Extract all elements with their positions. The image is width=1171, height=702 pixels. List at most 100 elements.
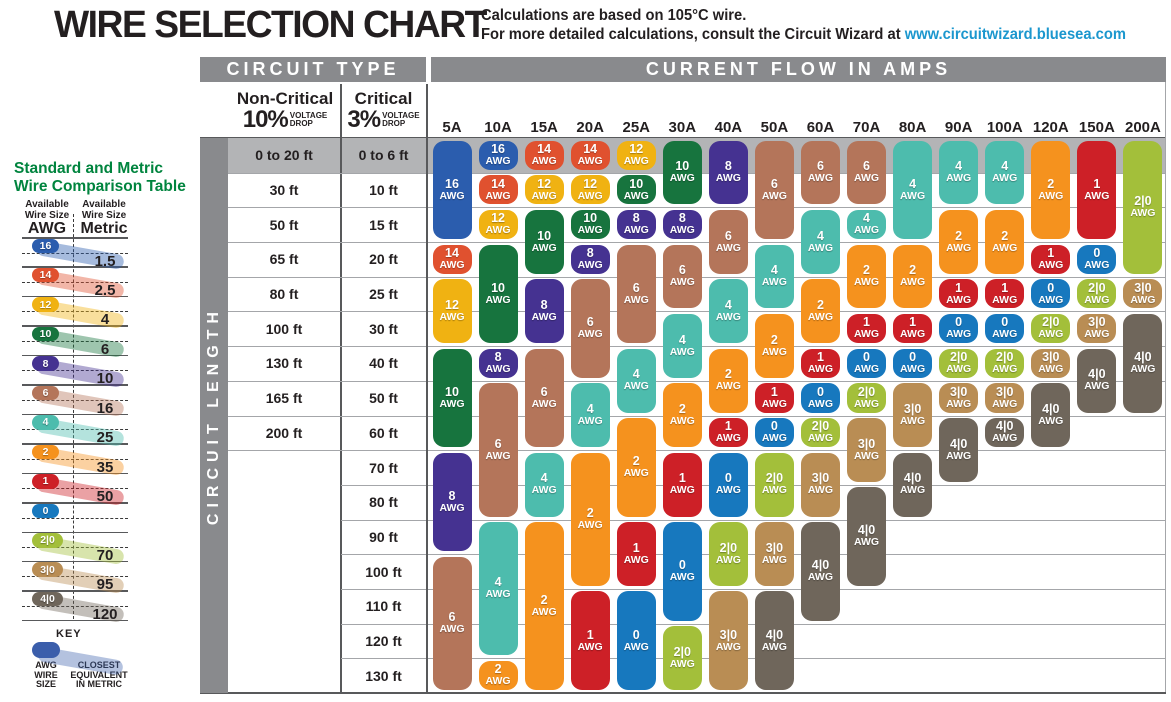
pill-awg-suffix: AWG bbox=[669, 657, 695, 670]
pill-gauge-value: 10 bbox=[583, 211, 598, 226]
pill-gauge-value: 4 bbox=[632, 367, 640, 382]
comparison-row-line bbox=[22, 266, 128, 268]
wire-pill-150A: 2|0 AWG bbox=[1077, 279, 1117, 309]
amp-column-label-120A: 120A bbox=[1032, 119, 1069, 136]
comparison-row-line bbox=[22, 472, 128, 475]
pill-awg-suffix: AWG bbox=[853, 172, 880, 185]
pill-awg-suffix: AWG bbox=[669, 484, 695, 497]
pill-gauge-value: 2 bbox=[678, 402, 686, 417]
pill-awg-suffix: AWG bbox=[485, 675, 511, 688]
comparison-metric-2|0: 70 bbox=[96, 547, 114, 564]
pill-awg-suffix: AWG bbox=[715, 310, 741, 323]
pill-awg-suffix: AWG bbox=[900, 362, 926, 375]
amp-column-label-5A: 5A bbox=[442, 119, 462, 136]
pill-gauge-value: 3|0 bbox=[1088, 315, 1106, 330]
gridline bbox=[341, 172, 426, 174]
pill-gauge-value: 4 bbox=[540, 471, 548, 486]
comparison-row-line bbox=[22, 295, 128, 298]
comparison-row-line bbox=[22, 619, 128, 622]
comparison-row-line bbox=[22, 237, 128, 239]
pill-gauge-value: 4|0 bbox=[996, 419, 1014, 434]
comparison-metric-1: 50 bbox=[96, 488, 114, 506]
comparison-pill-2: 2 bbox=[32, 444, 59, 460]
pill-awg-suffix: AWG bbox=[715, 380, 741, 393]
pill-gauge-value: 6 bbox=[816, 159, 824, 174]
pill-awg-suffix: AWG bbox=[853, 397, 880, 410]
pill-gauge-value: 14 bbox=[537, 141, 552, 156]
gridline bbox=[228, 380, 341, 382]
pill-awg-suffix: AWG bbox=[946, 449, 972, 462]
row1-stripe bbox=[228, 138, 340, 173]
wire-pill-25A: 0 AWG bbox=[616, 591, 656, 691]
amp-column-label-15A: 15A bbox=[530, 119, 558, 136]
pill-awg-suffix: AWG bbox=[807, 172, 834, 185]
row-label-critical: 100 ft bbox=[365, 563, 402, 580]
pill-awg-suffix: AWG bbox=[623, 640, 649, 653]
pill-awg-suffix: AWG bbox=[807, 571, 834, 584]
wire-pill-70A: 0 AWG bbox=[847, 348, 887, 378]
row-label-non-critical: 200 ft bbox=[265, 424, 303, 441]
pill-awg-suffix: AWG bbox=[761, 397, 787, 410]
row-label-critical: 0 to 6 ft bbox=[358, 147, 409, 164]
wire-pill-10A: 10 AWG bbox=[478, 244, 518, 344]
gridline bbox=[228, 276, 341, 278]
header-divider-line bbox=[200, 136, 1166, 139]
pill-gauge-value: 12 bbox=[537, 176, 552, 191]
wire-pill-20A: 8 AWG bbox=[570, 244, 610, 274]
wire-pill-90A: 2|0 AWG bbox=[939, 348, 979, 378]
pill-awg-suffix: AWG bbox=[853, 276, 880, 289]
comparison-metric-10: 6 bbox=[100, 340, 110, 358]
circuit-wizard-link[interactable]: www.circuitwizard.bluesea.com bbox=[904, 25, 1126, 43]
pill-gauge-value: 0 bbox=[632, 627, 640, 642]
pill-awg-suffix: AWG bbox=[715, 241, 741, 254]
gridline bbox=[341, 380, 426, 382]
pill-awg-suffix: AWG bbox=[807, 432, 834, 445]
pill-awg-suffix: AWG bbox=[485, 154, 511, 167]
wire-pill-90A: 3|0 AWG bbox=[939, 383, 979, 413]
wire-pill-70A: 2|0 AWG bbox=[847, 383, 887, 413]
pill-gauge-value: 4 bbox=[909, 176, 917, 191]
pill-gauge-value: 0 bbox=[863, 349, 870, 364]
pill-awg-suffix: AWG bbox=[1038, 415, 1064, 428]
comparison-row-line bbox=[22, 354, 128, 357]
circuit-length-label: CIRCUIT LENGTH bbox=[205, 305, 222, 526]
wire-pill-50A: 2|0 AWG bbox=[754, 452, 794, 517]
comparison-metric-2: 35 bbox=[96, 458, 114, 476]
wire-pill-30A: 4 AWG bbox=[662, 313, 702, 378]
key-awg-label: AWG WIRE SIZE bbox=[34, 660, 58, 689]
gridline bbox=[428, 172, 1165, 174]
grid-right-border bbox=[1165, 82, 1166, 693]
pill-awg-suffix: AWG bbox=[669, 172, 695, 185]
wire-pill-25A: 1 AWG bbox=[616, 522, 656, 586]
pill-awg-suffix: AWG bbox=[807, 397, 834, 410]
pill-gauge-value: 0 bbox=[955, 315, 963, 330]
pill-gauge-value: 4|0 bbox=[1134, 349, 1152, 364]
wire-pill-60A: 1 AWG bbox=[800, 348, 840, 378]
wire-pill-80A: 0 AWG bbox=[893, 348, 933, 378]
wire-pill-70A: 4 AWG bbox=[847, 209, 887, 240]
pill-gauge-value: 4 bbox=[494, 575, 502, 590]
pill-gauge-value: 2|0 bbox=[719, 540, 738, 555]
pill-awg-suffix: AWG bbox=[761, 553, 787, 566]
wire-pill-50A: 1 AWG bbox=[754, 383, 794, 413]
comparison-row-line bbox=[22, 384, 128, 386]
pill-gauge-value: 1 bbox=[586, 627, 594, 642]
pill-gauge-value: 16 bbox=[491, 141, 505, 156]
row-label-critical: 40 ft bbox=[369, 355, 398, 372]
row-label-critical: 110 ft bbox=[365, 598, 402, 615]
pill-awg-suffix: AWG bbox=[669, 415, 695, 428]
metric-unit-label: Metric bbox=[80, 220, 128, 237]
pill-gauge-value: 4|0 bbox=[903, 471, 922, 486]
wire-pill-25A: 10 AWG bbox=[616, 175, 656, 205]
pill-awg-suffix: AWG bbox=[485, 449, 511, 462]
pill-awg-suffix: AWG bbox=[577, 189, 603, 202]
pill-gauge-value: 6 bbox=[494, 436, 502, 451]
key-title: KEY bbox=[56, 628, 82, 640]
gridline bbox=[341, 623, 426, 625]
wire-pill-120A: 2|0 AWG bbox=[1031, 313, 1071, 344]
non-critical-header: Non-Critical 10% VOLTAGE DROP bbox=[230, 84, 340, 136]
pill-gauge-value: 1 bbox=[1093, 176, 1101, 191]
pill-awg-suffix: AWG bbox=[853, 224, 880, 237]
row-label-non-critical: 30 ft bbox=[269, 182, 299, 199]
